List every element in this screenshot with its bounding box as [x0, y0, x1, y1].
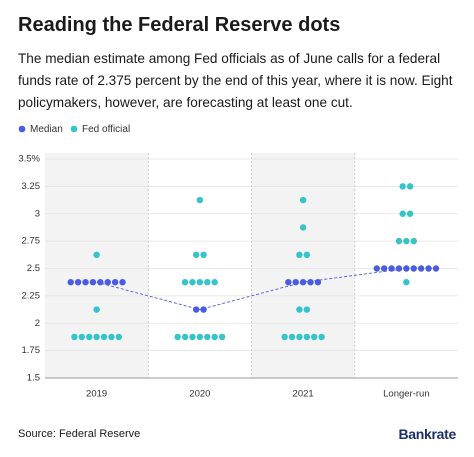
official-dot [399, 183, 406, 190]
official-dot [299, 196, 307, 204]
official-dot [211, 278, 218, 286]
official-dot [299, 224, 307, 231]
official-dot [174, 333, 181, 341]
y-tick-label: 3.25 [22, 181, 41, 192]
y-tick-label: 1.5 [27, 373, 40, 384]
official-dot [296, 251, 303, 259]
official-dot [108, 333, 115, 341]
legend-label: Fed official [82, 124, 130, 135]
median-dot [373, 265, 380, 272]
column-band [45, 153, 149, 378]
official-dot [303, 306, 311, 313]
official-dot [86, 333, 93, 341]
median-dot [299, 278, 307, 286]
median-dot [97, 278, 104, 286]
official-dot [200, 251, 207, 259]
legend-marker [70, 125, 78, 133]
x-tick-label: 2019 [86, 389, 107, 400]
official-dot [204, 333, 211, 341]
legend-marker [18, 125, 26, 133]
x-tick-label: 2021 [293, 389, 314, 400]
source-note: Source: Federal Reserve [18, 428, 141, 440]
median-dot [395, 265, 403, 272]
y-tick-label: 3 [35, 208, 40, 219]
official-dot [410, 237, 417, 245]
median-dot [285, 278, 292, 286]
official-dot [281, 333, 288, 341]
official-dot [115, 333, 123, 341]
chart-title: Reading the Federal Reserve dots [18, 14, 341, 36]
median-dot [119, 278, 126, 286]
official-dot [395, 237, 403, 245]
median-dot [200, 306, 207, 313]
median-dot [89, 278, 97, 286]
official-dot [189, 333, 196, 341]
brand-logo: Bankrate [398, 426, 456, 442]
official-dot [78, 333, 86, 341]
official-dot [303, 333, 311, 341]
y-tick-label: 3.5% [18, 154, 40, 165]
median-dot [74, 278, 82, 286]
official-dot [189, 278, 196, 286]
official-dot [296, 333, 303, 341]
official-dot [211, 333, 218, 341]
median-dot [388, 265, 395, 272]
median-dot [307, 278, 314, 286]
chart-subtitle: The median estimate among Fed officials … [18, 51, 453, 110]
median-dot [314, 278, 322, 286]
official-dot [181, 278, 189, 286]
official-dot [406, 183, 414, 190]
official-dot [93, 251, 100, 259]
median-dot [432, 265, 440, 272]
official-dot [196, 333, 204, 341]
official-dot [100, 333, 108, 341]
y-tick-label: 2.25 [22, 290, 41, 301]
official-dot [71, 333, 78, 341]
official-dot [181, 333, 189, 341]
median-dot [67, 278, 74, 286]
official-dot [218, 333, 226, 341]
official-dot [399, 210, 406, 217]
column-band [251, 153, 355, 378]
official-dot [196, 196, 204, 204]
median-dot [104, 278, 111, 286]
median-dot [111, 278, 119, 286]
official-dot [403, 237, 410, 245]
official-dot [303, 251, 311, 259]
y-tick-label: 2 [35, 318, 40, 329]
official-dot [318, 333, 325, 341]
official-dot [93, 333, 100, 341]
median-dot [410, 265, 417, 272]
official-dot [93, 306, 100, 313]
official-dot [196, 278, 204, 286]
x-tick-label: Longer-run [383, 389, 429, 400]
official-dot [296, 306, 303, 313]
official-dot [406, 210, 414, 217]
median-dot [380, 265, 388, 272]
median-dot [417, 265, 425, 272]
median-dot [82, 278, 89, 286]
median-dot [403, 265, 410, 272]
y-tick-label: 1.75 [22, 345, 41, 356]
official-dot [311, 333, 318, 341]
official-dot [192, 251, 200, 259]
median-line [96, 268, 407, 311]
legend-label: Median [30, 124, 63, 135]
x-tick-label: 2020 [189, 389, 210, 400]
y-tick-label: 2.5 [27, 263, 40, 274]
official-dot [288, 333, 296, 341]
official-dot [204, 278, 211, 286]
median-dot [192, 306, 200, 313]
y-tick-label: 2.75 [22, 236, 41, 247]
official-dot [403, 278, 410, 286]
median-dot [292, 278, 299, 286]
median-dot [425, 265, 432, 272]
